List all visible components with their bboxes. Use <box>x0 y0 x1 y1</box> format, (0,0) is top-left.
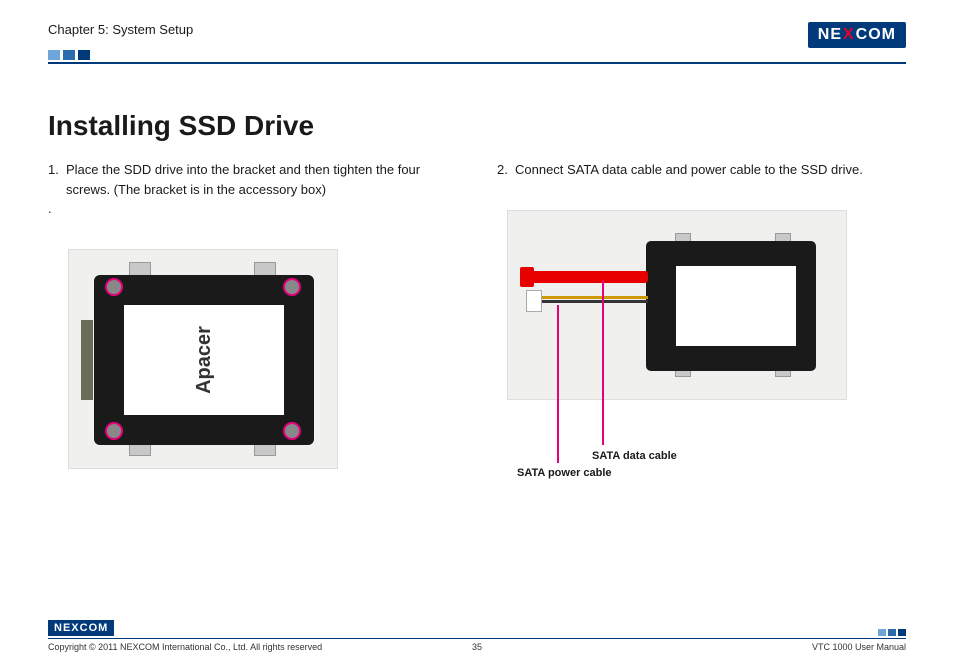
step-1-number: 1. <box>48 160 66 199</box>
ssd-label-small <box>676 266 796 346</box>
sata-connector <box>81 320 93 400</box>
label-sata-data: SATA data cable <box>592 448 677 465</box>
footer-logo-x: X <box>71 622 79 634</box>
square-3 <box>898 629 906 636</box>
screw-callout <box>105 278 123 296</box>
column-right: 2. Connect SATA data cable and power cab… <box>497 160 906 469</box>
step-2-text: Connect SATA data cable and power cable … <box>515 160 906 180</box>
copyright-text: Copyright © 2011 NEXCOM International Co… <box>48 642 322 652</box>
figure-1-ssd-bracket: Apacer <box>68 249 338 469</box>
step-1-dot: . <box>48 199 457 219</box>
footer-logo-row: NEXCOM <box>48 620 906 636</box>
ssd-label: Apacer <box>124 305 284 415</box>
callout-line-data <box>602 280 604 445</box>
footer-rule <box>48 638 906 640</box>
screw-callout <box>283 422 301 440</box>
callout-line-power <box>557 305 559 463</box>
page-number: 35 <box>472 642 482 652</box>
square-3 <box>78 50 90 60</box>
content-columns: 1. Place the SDD drive into the bracket … <box>48 160 906 469</box>
square-2 <box>888 629 896 636</box>
nexcom-logo: NEXCOM <box>808 22 906 48</box>
footer-text-row: Copyright © 2011 NEXCOM International Co… <box>48 642 906 652</box>
footer-logo-part-1: NE <box>54 622 71 634</box>
ssd-brand: Apacer <box>189 326 219 394</box>
screw-callout <box>105 422 123 440</box>
figure-2-wrapper: SATA data cable SATA power cable <box>497 210 906 400</box>
footer-squares <box>878 629 906 636</box>
page-title: Installing SSD Drive <box>48 110 314 142</box>
footer-logo-part-2: COM <box>80 622 109 634</box>
header-rule <box>48 50 906 64</box>
square-2 <box>63 50 75 60</box>
step-1-text: Place the SDD drive into the bracket and… <box>66 160 457 199</box>
sata-data-cable <box>528 271 648 283</box>
step-2-number: 2. <box>497 160 515 180</box>
column-left: 1. Place the SDD drive into the bracket … <box>48 160 457 469</box>
manual-name: VTC 1000 User Manual <box>812 642 906 652</box>
square-1 <box>878 629 886 636</box>
page-header: Chapter 5: System Setup NEXCOM <box>48 22 906 48</box>
square-1 <box>48 50 60 60</box>
screw-callout <box>283 278 301 296</box>
footer-nexcom-logo: NEXCOM <box>48 620 114 636</box>
page-footer: NEXCOM Copyright © 2011 NEXCOM Internati… <box>48 620 906 653</box>
decorative-squares <box>48 50 906 60</box>
logo-part-2: COM <box>856 26 896 44</box>
chapter-label: Chapter 5: System Setup <box>48 22 193 37</box>
step-2: 2. Connect SATA data cable and power cab… <box>497 160 906 180</box>
label-sata-power: SATA power cable <box>517 465 612 482</box>
horizontal-rule <box>48 62 906 64</box>
sata-power-cable <box>538 296 648 299</box>
logo-x: X <box>843 26 855 44</box>
logo-part-1: NE <box>818 26 842 44</box>
step-1: 1. Place the SDD drive into the bracket … <box>48 160 457 199</box>
